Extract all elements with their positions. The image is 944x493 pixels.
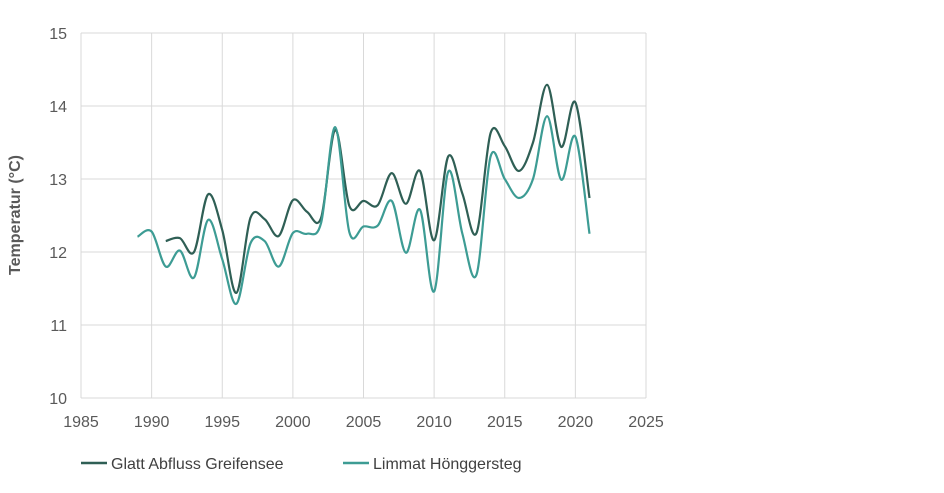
x-axis: 1985 1990 1995 2000 2005 2010 2015 2020 2025 [63, 414, 664, 431]
y-axis: 10 11 12 13 14 15 [49, 26, 67, 408]
legend-label-limmat: Limmat Hönggersteg [373, 456, 522, 473]
y-tick-label: 10 [49, 391, 67, 408]
series-lines [136, 83, 591, 305]
legend-label-glatt: Glatt Abfluss Greifensee [111, 456, 284, 473]
y-tick-label: 12 [49, 245, 67, 262]
x-tick-label: 1985 [63, 414, 99, 431]
x-tick-label: 2000 [275, 414, 311, 431]
legend: Glatt Abfluss Greifensee Limmat Hönggers… [81, 456, 522, 473]
x-tick-label: 1990 [134, 414, 170, 431]
series-line-1 [136, 115, 591, 305]
series-line-0 [165, 83, 591, 294]
x-tick-label: 2020 [558, 414, 594, 431]
y-tick-label: 13 [49, 172, 67, 189]
x-tick-label: 2005 [346, 414, 382, 431]
y-tick-label: 15 [49, 26, 67, 43]
x-tick-label: 2025 [628, 414, 664, 431]
grid [80, 32, 647, 399]
y-axis-label: Temperatur (°C) [7, 155, 24, 275]
y-tick-label: 14 [49, 99, 67, 116]
y-tick-label: 11 [50, 318, 67, 335]
x-tick-label: 2010 [416, 414, 452, 431]
x-tick-label: 1995 [204, 414, 240, 431]
x-tick-label: 2015 [487, 414, 523, 431]
